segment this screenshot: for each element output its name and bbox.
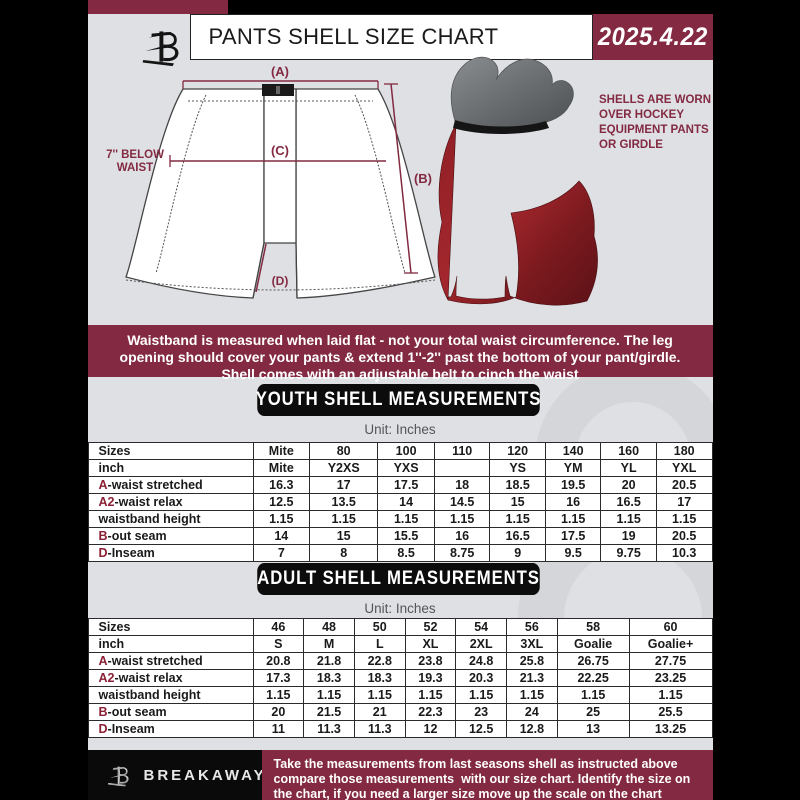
svg-text:(A): (A)	[270, 64, 288, 79]
svg-text:EQUIPMENT PANTS: EQUIPMENT PANTS	[599, 124, 709, 136]
svg-text:OVER HOCKEY: OVER HOCKEY	[599, 109, 684, 121]
svg-text:OR GIRDLE: OR GIRDLE	[599, 139, 663, 151]
svg-text:(B): (B)	[413, 171, 431, 186]
svg-text:(C): (C)	[270, 143, 288, 158]
svg-text:SHELLS ARE WORN: SHELLS ARE WORN	[599, 94, 711, 106]
svg-text:(D): (D)	[271, 274, 288, 288]
svg-text:WAIST: WAIST	[116, 162, 152, 174]
svg-text:7'' BELOW: 7'' BELOW	[106, 149, 164, 161]
